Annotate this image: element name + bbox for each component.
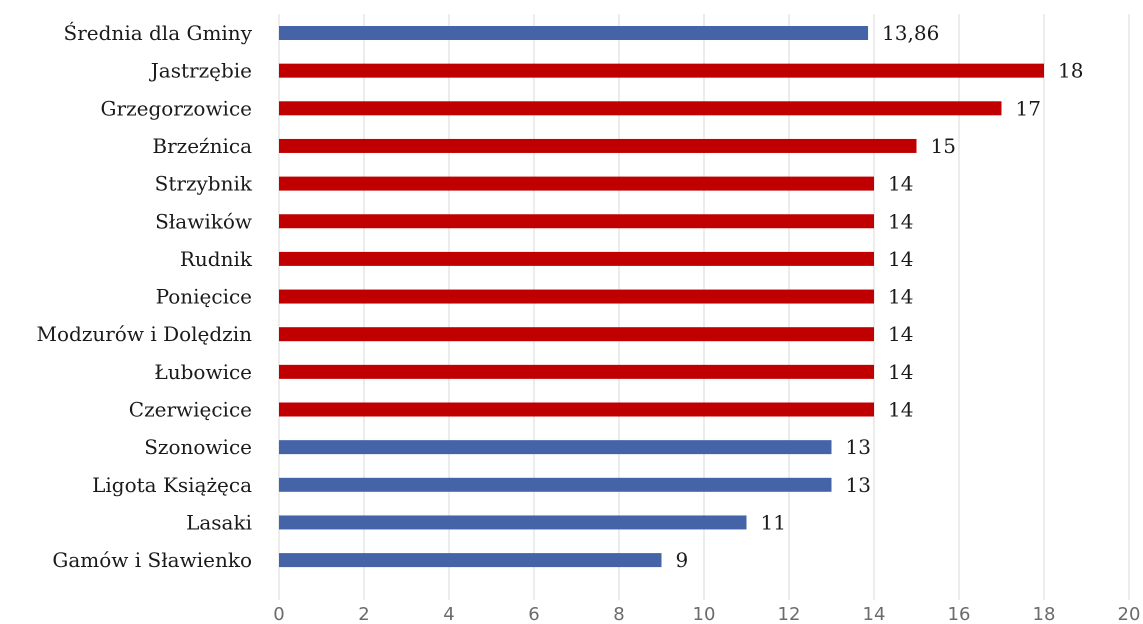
data-label: 9 <box>676 548 689 572</box>
labels: 0 2 4 6 8 10 12 14 16 18 20 Średnia dla Gminy 13,86 J… <box>37 20 1141 624</box>
bar <box>279 477 832 492</box>
bars <box>279 26 1044 568</box>
data-label: 14 <box>888 247 913 271</box>
category-label: Gamów i Sławienko <box>52 548 252 572</box>
category-label: Grzegorzowice <box>101 96 252 120</box>
data-label: 13 <box>846 435 871 459</box>
bar <box>279 440 832 455</box>
data-label: 14 <box>888 285 913 309</box>
x-tick-label: 0 <box>273 604 284 624</box>
category-label: Ligota Książęca <box>92 473 252 497</box>
bar <box>279 364 874 379</box>
x-tick-label: 6 <box>528 604 539 624</box>
bar <box>279 26 869 40</box>
category-label: Czerwięcice <box>129 398 252 422</box>
x-tick-label: 16 <box>948 604 971 624</box>
data-label: 15 <box>931 134 956 158</box>
data-label: 18 <box>1058 59 1083 83</box>
bar <box>279 251 874 266</box>
category-label: Jastrzębie <box>149 59 252 83</box>
x-tick-label: 14 <box>863 604 886 624</box>
category-label: Średnia dla Gminy <box>64 20 253 45</box>
bar <box>279 553 662 568</box>
x-tick-label: 4 <box>443 604 454 624</box>
data-label: 14 <box>888 322 913 346</box>
x-tick-label: 10 <box>693 604 716 624</box>
bar <box>279 176 874 191</box>
category-label: Łubowice <box>154 360 252 384</box>
category-label: Rudnik <box>180 247 253 271</box>
bar <box>279 63 1044 78</box>
bar <box>279 101 1002 116</box>
x-tick-label: 8 <box>613 604 624 624</box>
x-tick-label: 20 <box>1118 604 1141 624</box>
x-tick-label: 2 <box>358 604 369 624</box>
category-label: Lasaki <box>186 510 252 534</box>
bar <box>279 289 874 304</box>
category-label: Modzurów i Dolędzin <box>37 322 253 346</box>
data-label: 13,86 <box>882 21 939 45</box>
bar <box>279 214 874 229</box>
bar <box>279 402 874 417</box>
x-tick-label: 18 <box>1033 604 1056 624</box>
category-label: Szonowice <box>144 435 252 459</box>
category-label: Strzybnik <box>155 172 253 196</box>
data-label: 14 <box>888 360 913 384</box>
data-label: 14 <box>888 209 913 233</box>
bar <box>279 515 747 530</box>
category-label: Brzeźnica <box>152 134 252 158</box>
category-label: Ponięcice <box>156 285 252 309</box>
x-tick-label: 12 <box>778 604 801 624</box>
data-label: 11 <box>761 510 786 534</box>
category-label: Sławików <box>155 209 252 233</box>
bar <box>279 138 917 153</box>
bar <box>279 327 874 342</box>
data-label: 14 <box>888 172 913 196</box>
data-label: 14 <box>888 398 913 422</box>
data-label: 13 <box>846 473 871 497</box>
data-label: 17 <box>1016 96 1041 120</box>
